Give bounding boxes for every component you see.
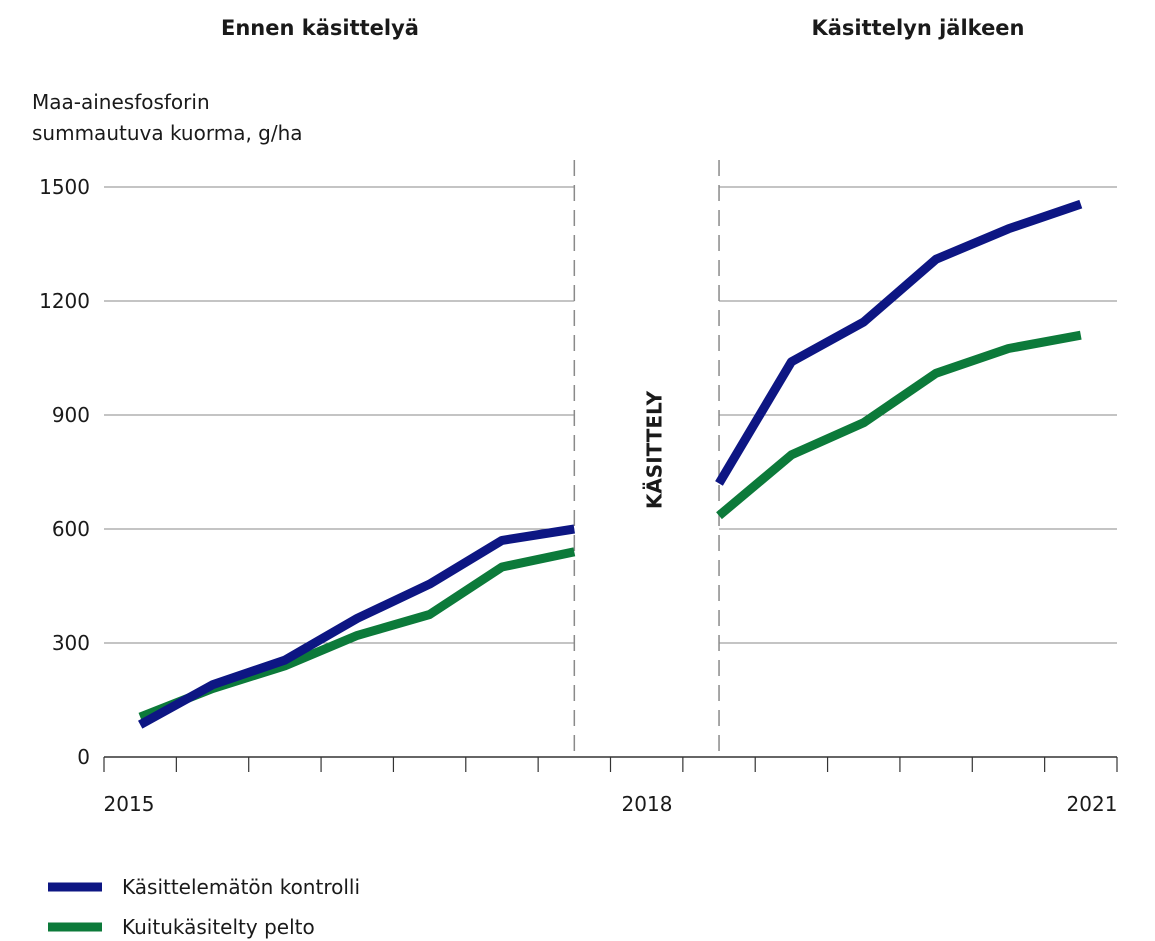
x-axis (103, 756, 1118, 772)
y-tick-label: 300 (52, 631, 90, 655)
series-lines (138, 199, 1083, 729)
x-tick-label-2015: 2015 (104, 792, 155, 816)
panel-title-before: Ennen käsittelyä (221, 16, 419, 40)
y-tick-label: 600 (52, 517, 90, 541)
legend-label-fiber: Kuitukäsitelty pelto (122, 915, 315, 939)
y-tick-label: 1200 (39, 289, 90, 313)
y-tick-label: 1500 (39, 175, 90, 199)
series-line-0 (715, 199, 1083, 486)
legend-label-control: Käsittelemätön kontrolli (122, 875, 360, 899)
y-tick-label: 900 (52, 403, 90, 427)
y-axis-label-line-1: Maa-ainesfosforin (32, 90, 210, 114)
gridlines (104, 186, 1117, 644)
treatment-label: KÄSITTELY (643, 390, 667, 509)
x-tick-label-2018: 2018 (622, 792, 673, 816)
y-tick-label: 0 (77, 745, 90, 769)
series-line-0 (138, 524, 576, 729)
y-axis-ticks: 0 300 600 900 1200 1500 (39, 175, 90, 769)
y-axis-label-line-2: summautuva kuorma, g/ha (32, 121, 303, 145)
series-line-1 (716, 330, 1082, 520)
panel-title-after: Käsittelyn jälkeen (811, 16, 1024, 40)
x-tick-label-2021: 2021 (1067, 792, 1118, 816)
legend: Käsittelemätön kontrolli Kuitukäsitelty … (48, 875, 360, 939)
